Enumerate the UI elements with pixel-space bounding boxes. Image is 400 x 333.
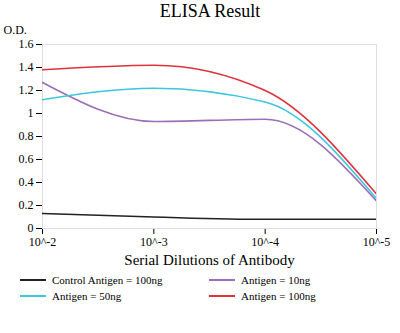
svg-text:1.6: 1.6 (19, 37, 34, 51)
html-text:Antigen = 50ng: Antigen = 50ng (52, 290, 122, 302)
svg-text:Serial Dilutions of Antibody: Serial Dilutions of Antibody (124, 252, 295, 268)
svg-text:1.4: 1.4 (19, 60, 34, 74)
svg-text:1.2: 1.2 (19, 83, 34, 97)
svg-text:O.D.: O.D. (4, 23, 27, 37)
svg-text:10^-4: 10^-4 (251, 235, 279, 249)
svg-text:10^-5: 10^-5 (363, 235, 391, 249)
html-text:ELISA Result: ELISA Result (159, 1, 261, 21)
svg-text:0.4: 0.4 (19, 175, 34, 189)
html-text:Control Antigen = 100ng: Control Antigen = 100ng (52, 274, 163, 286)
svg-text:0.2: 0.2 (19, 198, 34, 212)
svg-text:0: 0 (28, 221, 34, 235)
svg-text:0.8: 0.8 (19, 129, 34, 143)
html-text:Antigen = 10ng: Antigen = 10ng (241, 274, 311, 286)
svg-text:1: 1 (28, 106, 34, 120)
svg-text:10^-3: 10^-3 (140, 235, 168, 249)
svg-text:10^-2: 10^-2 (29, 235, 57, 249)
svg-text:0.6: 0.6 (19, 152, 34, 166)
html-text:Antigen = 100ng: Antigen = 100ng (241, 290, 316, 302)
